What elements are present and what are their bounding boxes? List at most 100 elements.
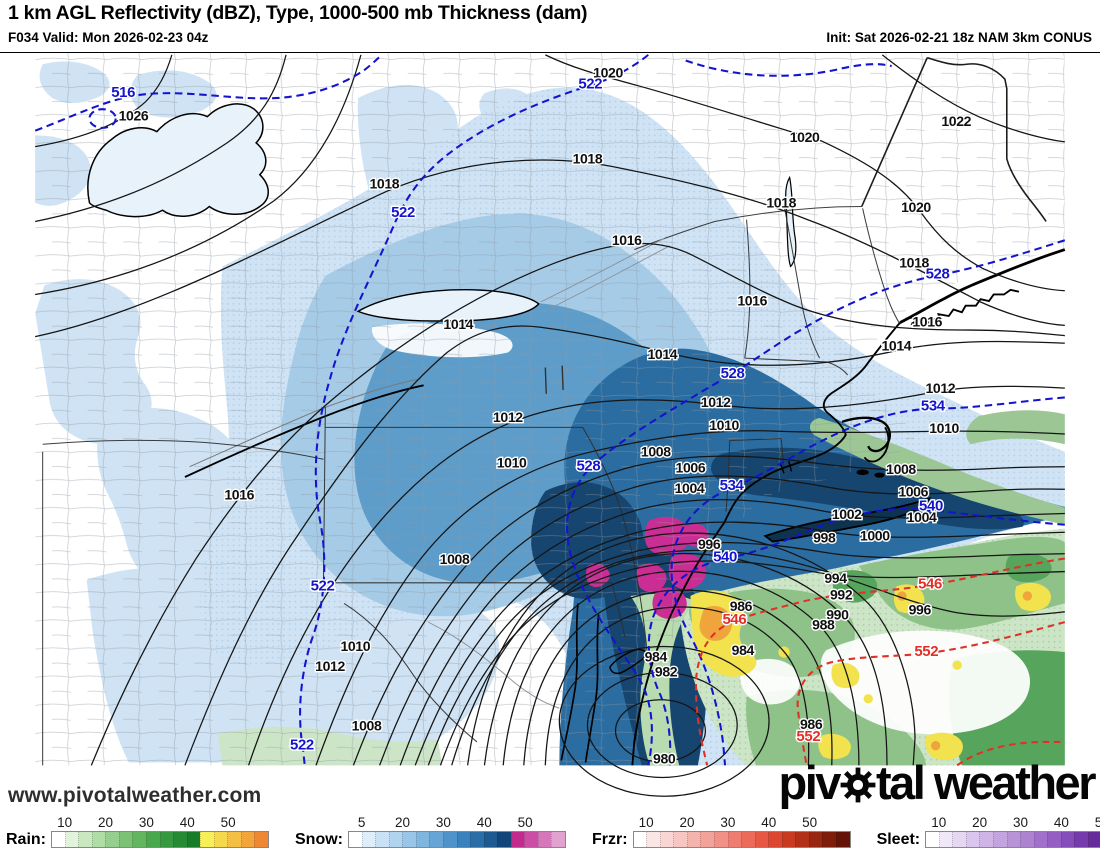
- legend-cell: [52, 832, 65, 847]
- contour-label-982: 982: [655, 663, 678, 679]
- precip-type-legend: Rain: 10 20 30 40 50 Snow: 5 20 30 40 50 Frzr: 10 20 30…: [0, 813, 1100, 850]
- legend-cell: [781, 832, 796, 847]
- legend-cell: [768, 832, 782, 847]
- legend-tick-frzr-30: 30: [720, 815, 736, 830]
- contour-label-998: 998: [813, 530, 836, 546]
- legend-cell: [926, 832, 939, 847]
- legend-cell: [551, 832, 565, 847]
- model-init-time: Init: Sat 2026-02-21 18z NAM 3km CONUS: [826, 30, 1092, 45]
- legend-tick-sleet-10: 10: [931, 815, 947, 830]
- legend-group-snow: Snow: 5 20 30 40 50: [295, 815, 566, 848]
- legend-cell: [510, 832, 525, 847]
- weather-map-svg: 1026 1020 1022 1020 1018 1018 1018 1020 1016 1018…: [34, 53, 1066, 797]
- legend-cell: [965, 832, 980, 847]
- contour-label-1010: 1010: [929, 420, 959, 436]
- legend-cell: [952, 832, 966, 847]
- contour-label-534: 534: [720, 477, 745, 494]
- contour-label-1014: 1014: [881, 338, 911, 354]
- legend-tick-rain-30: 30: [138, 815, 154, 830]
- contour-label-522: 522: [391, 204, 415, 221]
- legend-cell: [483, 832, 498, 847]
- legend-tick-snow-50: 50: [517, 815, 533, 830]
- gear-icon: [839, 766, 877, 804]
- thickness-contours-warm: [694, 557, 1066, 767]
- legend-cell: [1020, 832, 1034, 847]
- contour-label-522: 522: [311, 577, 335, 594]
- contour-label-516: 516: [111, 84, 135, 101]
- legend-cell: [754, 832, 769, 847]
- legend-cell: [741, 832, 755, 847]
- contour-label-1010: 1010: [497, 455, 527, 471]
- legend-cell: [64, 832, 79, 847]
- contour-label-986: 986: [800, 716, 823, 732]
- contour-label-1012: 1012: [701, 394, 731, 410]
- contour-label-1000: 1000: [860, 528, 890, 544]
- legend-cell: [979, 832, 993, 847]
- legend-cell: [1033, 832, 1048, 847]
- legend-cell: [659, 832, 674, 847]
- legend-tick-rain-40: 40: [179, 815, 195, 830]
- contour-label-540: 540: [713, 548, 737, 565]
- contour-label-1016: 1016: [737, 293, 767, 309]
- contour-label-1020: 1020: [901, 199, 931, 215]
- contour-label-988: 988: [812, 617, 835, 633]
- contour-label-1004: 1004: [907, 509, 937, 525]
- legend-tick-snow-30: 30: [435, 815, 451, 830]
- legend-cell: [497, 832, 511, 847]
- contour-label-1008: 1008: [352, 718, 382, 734]
- legend-cell: [442, 832, 457, 847]
- legend-colorbar-rain: [51, 831, 269, 848]
- legend-cell: [795, 832, 809, 847]
- legend-cell: [78, 832, 92, 847]
- legend-cell: [808, 832, 823, 847]
- lakes: [87, 103, 797, 322]
- legend-cell: [415, 832, 430, 847]
- contour-labels: 1026 1020 1022 1020 1018 1018 1018 1020 1016 1018…: [110, 63, 974, 768]
- legend-cell: [470, 832, 484, 847]
- contour-label-1014: 1014: [443, 316, 473, 332]
- contour-label-1002: 1002: [832, 506, 862, 522]
- legend-label-snow: Snow:: [295, 831, 343, 848]
- legend-cell: [200, 832, 214, 847]
- legend-label-rain: Rain:: [6, 831, 46, 848]
- contour-label-992: 992: [830, 587, 853, 603]
- contour-label-540: 540: [919, 498, 943, 515]
- contour-label-552: 552: [796, 728, 820, 745]
- legend-tick-sleet-40: 40: [1053, 815, 1069, 830]
- legend-tick-sleet-20: 20: [972, 815, 988, 830]
- legend-tick-rain-50: 50: [220, 815, 236, 830]
- subtitle-row: F034 Valid: Mon 2026-02-23 04z Init: Sat…: [8, 30, 1092, 45]
- legend-cell: [213, 832, 228, 847]
- contour-label-522: 522: [290, 736, 314, 753]
- legend-tick-snow-5: 5: [357, 815, 366, 830]
- legend-cell: [938, 832, 953, 847]
- legend-label-sleet: Sleet:: [876, 831, 921, 848]
- legend-cell: [240, 832, 255, 847]
- legend-cell: [1047, 832, 1061, 847]
- rivers: [428, 237, 671, 709]
- legend-tick-sleet-30: 30: [1013, 815, 1029, 830]
- legend-cell: [429, 832, 443, 847]
- logo-text-right: tal weather: [875, 756, 1097, 809]
- weather-map: 1026 1020 1022 1020 1018 1018 1018 1020 1016 1018…: [0, 52, 1100, 815]
- map-header: 1 km AGL Reflectivity (dBZ), Type, 1000-…: [0, 0, 1100, 52]
- legend-tick-snow-20: 20: [394, 815, 411, 830]
- contour-label-1018: 1018: [899, 254, 929, 270]
- contour-label-1010: 1010: [340, 638, 370, 654]
- legend-tick-frzr-40: 40: [761, 815, 777, 830]
- legend-cell: [1087, 832, 1100, 847]
- contour-label-1010: 1010: [709, 417, 739, 433]
- legend-cell: [646, 832, 660, 847]
- legend-cell: [1074, 832, 1088, 847]
- contour-label-1016: 1016: [912, 313, 942, 329]
- contour-label-1008: 1008: [440, 551, 470, 567]
- legend-cell: [822, 832, 836, 847]
- legend-cell: [227, 832, 241, 847]
- legend-cell: [992, 832, 1007, 847]
- contour-label-1020: 1020: [593, 64, 623, 80]
- legend-cell: [836, 832, 850, 847]
- isobars: [35, 54, 1065, 797]
- legend-tick-frzr-10: 10: [638, 815, 654, 830]
- contour-label-986: 986: [730, 598, 753, 614]
